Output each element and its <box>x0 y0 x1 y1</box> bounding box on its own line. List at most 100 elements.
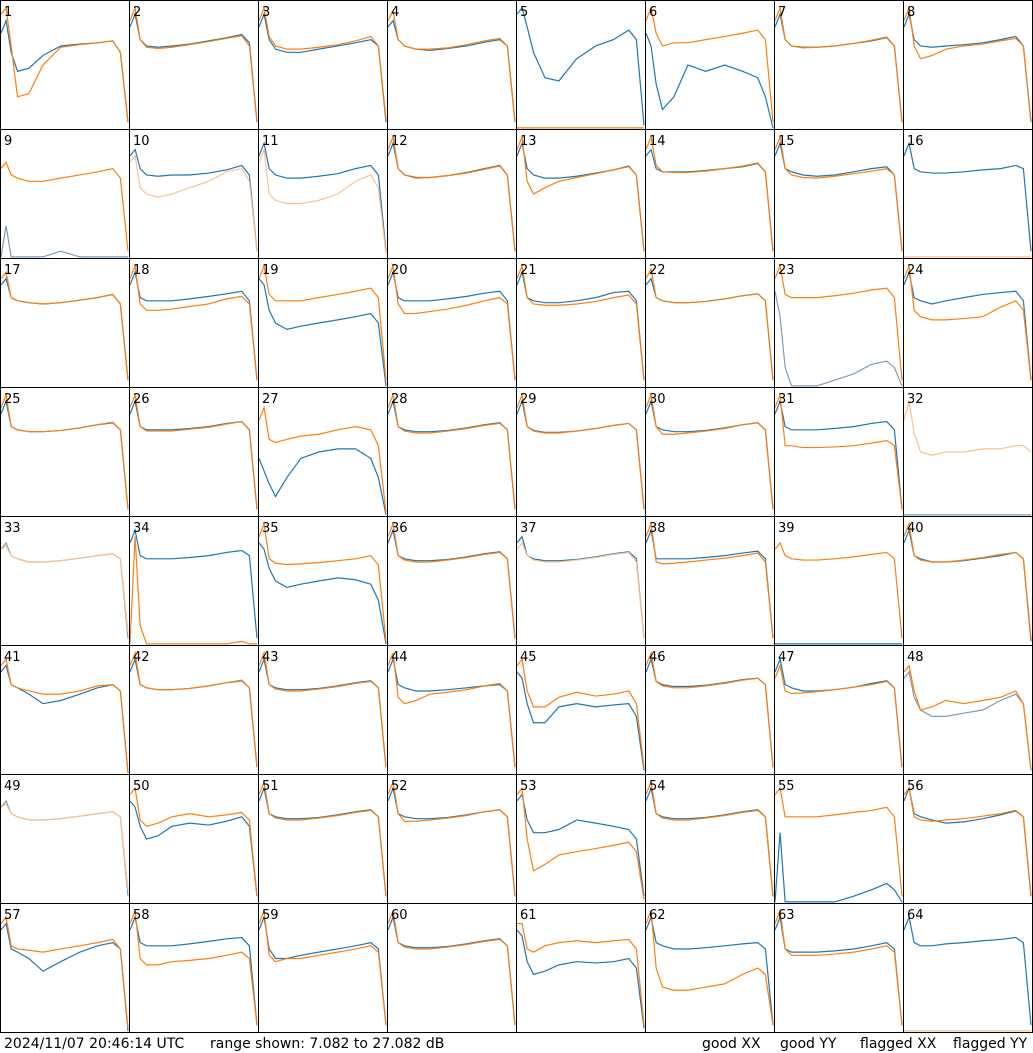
panel: 1 <box>0 0 130 130</box>
panel: 56 <box>903 774 1033 904</box>
xx-spectrum <box>0 664 129 773</box>
xx-spectrum <box>129 800 258 897</box>
panel: 11 <box>258 129 388 259</box>
xx-spectrum <box>903 786 1032 897</box>
panel: 6 <box>645 0 775 130</box>
panel: 40 <box>903 516 1033 646</box>
yy-spectrum <box>387 9 516 123</box>
panel-label: 56 <box>907 779 924 794</box>
yy-spectrum <box>258 405 387 513</box>
panel-frame <box>387 0 517 130</box>
yy-spectrum <box>903 786 1032 897</box>
xx-spectrum <box>645 657 774 768</box>
panel-label: 59 <box>262 908 279 923</box>
yy-spectrum <box>645 134 774 252</box>
panel: 33 <box>0 516 130 646</box>
panel-label: 57 <box>4 908 21 923</box>
xx-spectrum <box>258 448 387 516</box>
yy-spectrum <box>516 392 645 510</box>
xx-spectrum <box>387 786 516 897</box>
yy-spectrum <box>129 536 257 645</box>
panel-label: 58 <box>133 908 150 923</box>
timestamp: 2024/11/07 20:46:14 UTC <box>4 1036 184 1052</box>
yy-spectrum <box>0 392 129 510</box>
xx-spectrum <box>774 399 903 510</box>
panel-label: 60 <box>391 908 408 923</box>
panel-label: 31 <box>778 392 795 407</box>
xx-spectrum <box>0 225 128 258</box>
panel: 48 <box>903 645 1033 775</box>
panel: 20 <box>387 258 517 388</box>
xx-spectrum <box>129 528 258 639</box>
xx-spectrum <box>387 141 516 252</box>
panel: 12 <box>387 129 517 259</box>
panel: 32 <box>903 387 1033 517</box>
xx-spectrum <box>903 670 1032 771</box>
xx-spectrum <box>903 141 1032 252</box>
yy-spectrum <box>903 265 1032 381</box>
xx-spectrum <box>516 6 645 126</box>
panel: 4 <box>387 0 517 130</box>
yy-spectrum <box>0 657 129 773</box>
xx-spectrum <box>258 278 387 386</box>
yy-spectrum <box>774 908 903 1026</box>
panel: 24 <box>903 258 1033 388</box>
panel: 53 <box>516 774 646 904</box>
panel-label: 43 <box>262 650 279 665</box>
yy-spectrum <box>129 263 258 381</box>
panel-label: 18 <box>133 263 150 278</box>
yy-spectrum <box>645 267 774 381</box>
legend-entry: good YY <box>780 1036 837 1052</box>
panel-label: 9 <box>4 134 12 149</box>
yy-spectrum <box>903 5 1032 123</box>
yy-spectrum <box>774 5 903 123</box>
yy-spectrum <box>387 392 516 510</box>
xx-spectrum <box>387 399 516 510</box>
panel-label: 48 <box>907 650 924 665</box>
yy-spectrum <box>516 786 645 900</box>
panel-label: 38 <box>649 521 666 536</box>
panel-label: 14 <box>649 134 666 149</box>
panel: 10 <box>129 129 259 259</box>
xx-spectrum <box>258 914 387 1026</box>
panel: 2 <box>129 0 259 130</box>
xx-spectrum <box>0 922 129 1031</box>
xx-spectrum <box>258 657 387 768</box>
yy-spectrum <box>387 521 516 639</box>
panel-label: 63 <box>778 908 795 923</box>
panel-label: 35 <box>262 521 279 536</box>
xx-spectrum <box>258 12 387 123</box>
yy-spectrum <box>0 161 129 252</box>
xx-spectrum <box>645 786 774 897</box>
panel: 7 <box>774 0 904 130</box>
panel-label: 23 <box>778 263 795 278</box>
panel: 59 <box>258 903 388 1033</box>
panel: 35 <box>258 516 388 646</box>
panel-label: 11 <box>262 134 279 149</box>
panel-label: 62 <box>649 908 666 923</box>
panel-label: 53 <box>520 779 537 794</box>
panel: 37 <box>516 516 646 646</box>
yy-spectrum <box>0 6 129 123</box>
panel: 13 <box>516 129 646 259</box>
panel-label: 28 <box>391 392 408 407</box>
panel: 49 <box>0 774 130 904</box>
panel-label: 24 <box>907 263 924 278</box>
xx-spectrum <box>516 929 645 1029</box>
panel-label: 40 <box>907 521 924 536</box>
xx-spectrum <box>129 270 258 381</box>
panel-label: 52 <box>391 779 408 794</box>
panel-label: 37 <box>520 521 537 536</box>
panel: 18 <box>129 258 259 388</box>
yy-spectrum <box>258 650 387 768</box>
yy-spectrum <box>774 541 903 639</box>
xx-spectrum <box>774 914 903 1026</box>
xx-spectrum <box>645 33 774 129</box>
yy-spectrum <box>0 803 129 890</box>
panel-label: 25 <box>4 392 21 407</box>
xx-spectrum <box>516 270 645 381</box>
xx-spectrum <box>645 528 774 639</box>
yy-spectrum <box>903 401 1032 456</box>
panel: 55 <box>774 774 904 904</box>
